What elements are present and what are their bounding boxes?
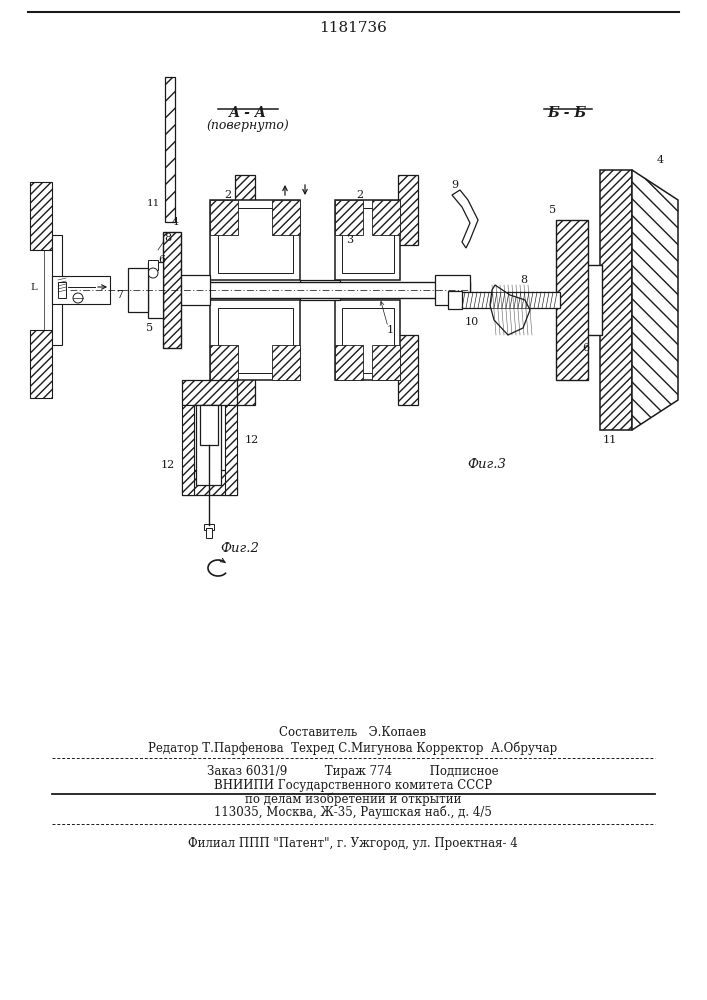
Bar <box>175 282 470 298</box>
Bar <box>272 345 300 380</box>
Text: Редатор Т.Парфенова  Техред С.Мигунова Корректор  А.Обручар: Редатор Т.Парфенова Техред С.Мигунова Ко… <box>148 741 558 755</box>
Bar <box>148 262 163 318</box>
Text: 1181736: 1181736 <box>319 21 387 35</box>
Bar <box>460 292 560 308</box>
Bar <box>448 291 462 309</box>
Text: 5: 5 <box>549 205 556 215</box>
Text: 4: 4 <box>171 217 179 227</box>
Bar <box>335 200 363 235</box>
Bar <box>52 235 62 345</box>
Bar <box>210 200 300 280</box>
Text: 7: 7 <box>117 290 124 300</box>
Bar <box>196 405 221 485</box>
Bar <box>335 345 363 380</box>
Bar <box>372 200 400 235</box>
Text: 8: 8 <box>165 233 172 243</box>
Text: по делам изобретений и открытий: по делам изобретений и открытий <box>245 792 461 806</box>
Text: Фиг.2: Фиг.2 <box>221 542 259 554</box>
Bar <box>200 405 218 445</box>
Text: 2: 2 <box>224 190 232 200</box>
Bar <box>52 276 110 304</box>
Text: ВНИИПИ Государственного комитета СССР: ВНИИПИ Государственного комитета СССР <box>214 778 492 792</box>
Text: 9: 9 <box>452 180 459 190</box>
Bar <box>210 200 238 235</box>
Bar <box>182 380 237 405</box>
Bar <box>165 77 175 222</box>
Bar <box>58 282 66 298</box>
Bar <box>225 405 237 495</box>
Text: Филиал ППП "Патент", г. Ужгород, ул. Проектная- 4: Филиал ППП "Патент", г. Ужгород, ул. Про… <box>188 838 518 850</box>
Bar <box>586 265 602 335</box>
Bar <box>175 275 210 305</box>
Text: 10: 10 <box>465 317 479 327</box>
Text: 11: 11 <box>147 200 160 209</box>
Text: 12: 12 <box>245 435 259 445</box>
Text: (повернуто): (повернуто) <box>206 119 289 132</box>
Text: 6: 6 <box>158 255 165 265</box>
Bar <box>182 405 194 495</box>
Text: 6: 6 <box>583 343 590 353</box>
Bar <box>398 175 418 245</box>
Bar <box>30 330 52 398</box>
Text: Составитель   Э.Копаев: Составитель Э.Копаев <box>279 726 426 738</box>
Polygon shape <box>632 170 678 430</box>
Text: 8: 8 <box>520 275 527 285</box>
Text: А - А: А - А <box>229 106 267 120</box>
Text: 113035, Москва, Ж-35, Раушская наб., д. 4/5: 113035, Москва, Ж-35, Раушская наб., д. … <box>214 805 492 819</box>
Bar <box>163 232 181 348</box>
Polygon shape <box>452 190 478 248</box>
Bar <box>128 268 148 312</box>
Bar <box>342 308 394 373</box>
Text: Фиг.3: Фиг.3 <box>467 458 506 472</box>
Text: Б - Б: Б - Б <box>547 106 587 120</box>
Text: 3: 3 <box>346 235 354 245</box>
Bar <box>600 170 632 430</box>
Bar <box>372 345 400 380</box>
Bar <box>235 175 255 245</box>
Bar <box>148 260 158 270</box>
Text: L: L <box>30 282 37 292</box>
Bar <box>206 528 212 538</box>
Bar <box>556 220 588 380</box>
Bar <box>182 470 237 495</box>
Bar <box>342 208 394 273</box>
Text: Заказ 6031/9          Тираж 774          Подписное: Заказ 6031/9 Тираж 774 Подписное <box>207 764 499 778</box>
Circle shape <box>73 293 83 303</box>
Bar <box>210 345 238 380</box>
Bar <box>218 308 293 373</box>
Bar <box>335 300 400 380</box>
Polygon shape <box>490 285 530 335</box>
Bar <box>204 524 214 530</box>
Bar <box>335 200 400 280</box>
Text: 4: 4 <box>656 155 664 165</box>
Bar <box>398 335 418 405</box>
Circle shape <box>148 268 158 278</box>
Text: 12: 12 <box>160 460 175 470</box>
Bar <box>272 200 300 235</box>
Text: 2: 2 <box>356 190 363 200</box>
Bar <box>218 208 293 273</box>
Text: 1: 1 <box>387 325 394 335</box>
Bar <box>210 300 300 380</box>
Bar <box>235 335 255 405</box>
Text: 5: 5 <box>146 323 153 333</box>
Bar <box>300 280 340 300</box>
Bar <box>435 275 470 305</box>
Text: 11: 11 <box>603 435 617 445</box>
Bar <box>30 182 52 250</box>
